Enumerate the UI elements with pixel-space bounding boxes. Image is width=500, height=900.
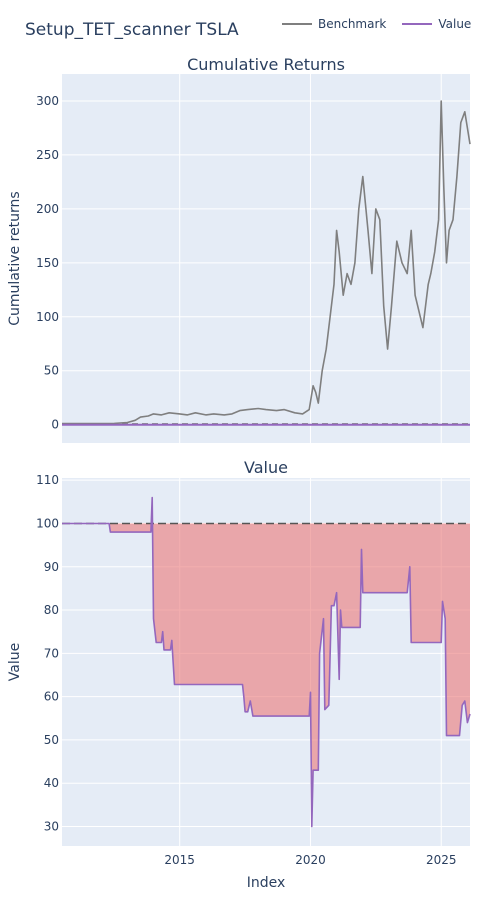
legend-swatch-benchmark — [282, 23, 312, 25]
returns-y-axis-label: Cumulative returns — [7, 191, 23, 325]
value-x-tick-label: 2025 — [426, 853, 457, 867]
value-y-axis-label: Value — [7, 643, 23, 681]
value-x-axis-label: Index — [247, 875, 286, 891]
returns-y-tick-label: 100 — [36, 310, 59, 324]
value-x-tick-label: 2020 — [295, 853, 326, 867]
returns-y-tick-label: 250 — [36, 148, 59, 162]
value-drawdown-area — [62, 497, 470, 827]
value-y-tick-label: 30 — [44, 820, 59, 834]
value-x-tick-label: 2015 — [164, 853, 195, 867]
returns-y-tick-label: 50 — [44, 364, 59, 378]
returns-plot-area — [62, 74, 470, 443]
value-y-tick-label: 70 — [44, 646, 59, 660]
value-y-tick-label: 110 — [36, 473, 59, 487]
chart-title: Setup_TET_scanner TSLA — [25, 20, 239, 40]
value-y-tick-label: 40 — [44, 776, 59, 790]
value-y-tick-label: 50 — [44, 733, 59, 747]
legend-label-benchmark: Benchmark — [318, 17, 387, 31]
returns-series-benchmark — [62, 100, 471, 425]
value-y-tick-label: 90 — [44, 560, 59, 574]
returns-y-tick-label: 150 — [36, 256, 59, 270]
legend-item-benchmark[interactable]: Benchmark — [282, 17, 386, 31]
value-y-tick-label: 60 — [44, 690, 59, 704]
legend: Benchmark Value — [282, 17, 471, 31]
returns-y-tick-label: 0 — [51, 418, 59, 432]
value-y-tick-label: 80 — [44, 603, 59, 617]
returns-y-tick-label: 300 — [36, 94, 59, 108]
legend-label-value: Value — [438, 17, 472, 31]
returns-y-tick-label: 200 — [36, 202, 59, 216]
legend-item-value[interactable]: Value — [402, 17, 471, 31]
value-y-tick-label: 100 — [36, 516, 59, 530]
returns-subplot-title: Cumulative Returns — [187, 55, 345, 74]
value-subplot-title: Value — [244, 458, 288, 477]
legend-swatch-value — [402, 23, 433, 25]
value-series-value — [62, 496, 471, 828]
